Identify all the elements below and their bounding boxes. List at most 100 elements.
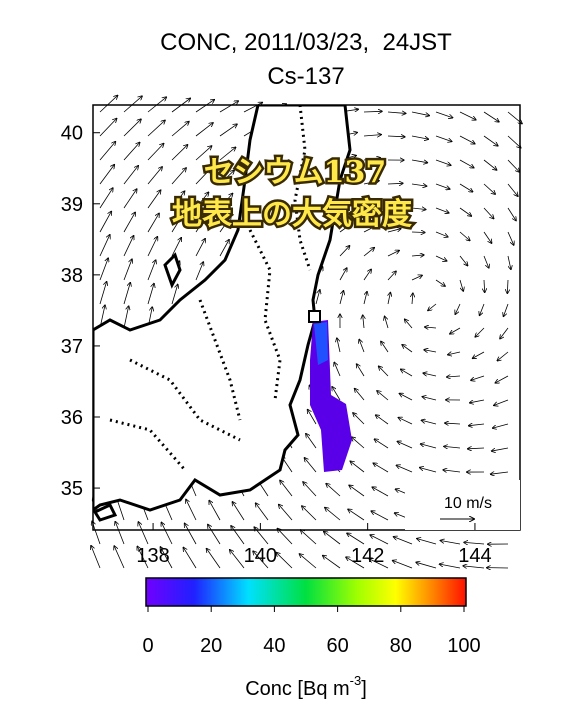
wind-vector [401,369,412,376]
wind-vector [334,362,340,376]
wind-vector [357,364,364,376]
wind-vector [393,561,412,568]
colorbar-tick-label: 80 [390,635,412,657]
wind-vector [148,120,165,136]
wind-vector [148,213,159,232]
wind-vector [371,511,388,520]
wind-vector [379,366,388,376]
wind-vector [400,394,412,400]
wind-vector [276,553,292,568]
wind-vector [508,232,514,245]
wind-vector [460,136,475,144]
wind-vector [385,316,388,328]
wind-vector [196,262,203,280]
wind-vector [503,304,508,316]
wind-vector [398,418,412,424]
wind-vector [280,480,292,496]
colorbar-label-superscript: -3 [350,673,362,688]
wind-vector [388,293,390,304]
wind-vector [440,540,460,544]
wind-vector [484,112,499,122]
colorbar [146,578,466,606]
x-tick-label: 140 [244,545,277,567]
wind-vector [405,319,412,328]
wind-vector [460,256,468,265]
wind-vector [436,112,453,118]
wind-vector [422,397,436,400]
y-tick-label: 35 [61,478,83,500]
wind-vector [388,136,405,137]
wind-vector [455,304,460,314]
wind-vector [161,522,172,544]
wind-vector [422,420,436,424]
colorbar-label-text: Conc [Bq m [245,678,349,700]
wind-vector [364,292,367,304]
wind-vector [138,522,148,544]
wind-vector [124,96,142,112]
wind-vector [299,554,316,568]
wind-vector [460,184,473,192]
wind-vector [172,145,188,160]
wind-vector [186,499,196,520]
wind-vector [100,188,113,208]
wind-legend-label: 10 m/s [444,495,492,512]
wind-vector [100,96,118,112]
wind-vector [304,458,316,472]
wind-vector [148,144,164,160]
wind-vector [484,208,494,219]
wind-vector [484,160,497,170]
wind-vector [208,525,220,544]
wind-vector [359,340,364,352]
wind-vector [326,484,340,496]
wind-vector [209,501,220,520]
wind-vector [372,487,388,496]
wind-vector [412,112,429,116]
wind-vector [469,424,484,426]
wind-vector [230,550,244,568]
wind-vector [220,124,237,136]
wind-vector [124,143,140,160]
colorbar-tick-label: 20 [200,635,222,657]
wind-vector [508,184,518,196]
wind-vector [196,100,214,112]
wind-vector [100,165,114,184]
wind-vector [436,136,452,141]
wind-vector [402,345,412,352]
wind-vector [388,112,406,113]
wind-vector [500,328,508,339]
wind-vector [325,508,340,520]
wind-vector [183,548,196,568]
wind-vector [148,190,161,208]
wind-vector [340,291,343,304]
wind-vector [388,271,396,280]
colorbar-label: Conc [Bq m-3] [245,673,367,700]
x-tick-label: 138 [136,545,169,567]
wind-vector [436,232,448,237]
wind-vector [436,184,450,189]
wind-vector [376,415,388,424]
wind-vector [444,446,460,448]
wind-vector [256,503,268,520]
wind-vector [377,391,388,400]
wind-vector [508,208,516,221]
wind-vector [91,546,100,568]
wind-vector [494,400,508,405]
wind-vector [436,160,451,165]
colorbar-tick-label: 40 [263,635,285,657]
wind-vector [460,160,474,168]
wind-vector [124,212,135,232]
wind-vector [340,246,350,256]
wind-vector [100,211,111,232]
wind-vector [420,468,436,472]
wind-vector [100,235,110,256]
wind-vector [394,537,412,544]
wind-vector [492,448,508,451]
y-tick-label: 39 [61,194,83,216]
wind-vector [364,269,371,280]
annotation: 地表上の大気密度 [172,197,412,232]
wind-vector [370,535,388,544]
wind-vector [464,542,484,544]
wind-vector [124,236,134,256]
wind-vector [324,532,340,544]
wind-vector [396,465,412,472]
